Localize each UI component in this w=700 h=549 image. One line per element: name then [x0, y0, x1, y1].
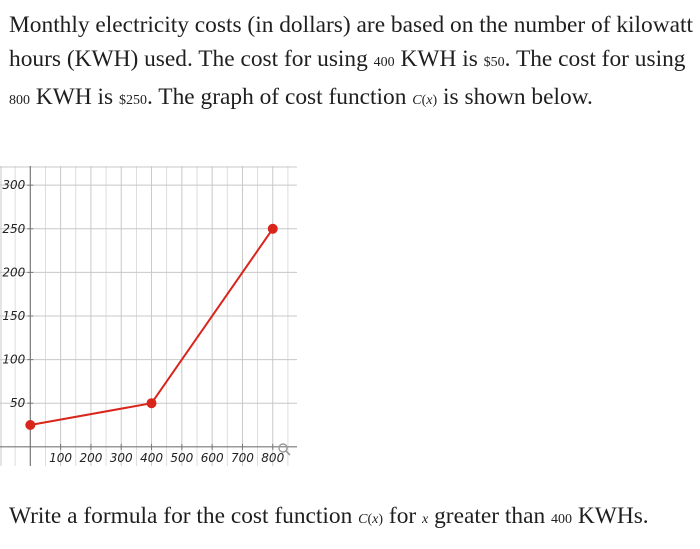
tick-labels: 100 200 300 400 500 600 700 800 50 100 150 200 250 30… [2, 178, 284, 465]
y-tick-label: 100 [2, 353, 25, 367]
cost-value-2: $250 [119, 93, 148, 108]
data-point [146, 398, 157, 409]
cost-series [25, 223, 278, 431]
data-point [267, 223, 278, 234]
y-tick-label: 50 [10, 396, 26, 410]
kwh-threshold: 400 [551, 512, 572, 527]
x-tick-label: 500 [170, 451, 193, 465]
x-tick-label: 700 [231, 451, 254, 465]
y-tick-label: 200 [2, 265, 25, 279]
x-tick-label: 200 [79, 451, 102, 465]
cost-value-1: $50 [483, 55, 505, 70]
cost-function-graph: 100 200 300 400 500 600 700 800 50 100 150 200 250 30… [0, 166, 297, 466]
kwh-value-2: 800 [9, 93, 30, 108]
x-tick-label: 800 [261, 451, 284, 465]
function-notation: C(x) [412, 93, 438, 108]
data-point [25, 420, 36, 431]
x-tick-label: 300 [110, 451, 133, 465]
y-tick-label: 250 [2, 222, 25, 236]
x-tick-label: 100 [49, 451, 72, 465]
kwh-value-1: 400 [373, 55, 395, 70]
x-tick-label: 400 [140, 451, 163, 465]
problem-statement: Monthly electricity costs (in dollars) a… [9, 12, 693, 110]
question-text: Write a formula for the cost function C(… [9, 503, 649, 529]
x-tick-label: 600 [201, 451, 224, 465]
y-tick-label: 150 [2, 309, 25, 323]
graph-axes [0, 166, 297, 466]
y-tick-label: 300 [2, 178, 25, 192]
function-notation: C(x) [358, 512, 384, 527]
graph-grid [0, 166, 297, 466]
magnifier-icon[interactable] [278, 443, 291, 456]
